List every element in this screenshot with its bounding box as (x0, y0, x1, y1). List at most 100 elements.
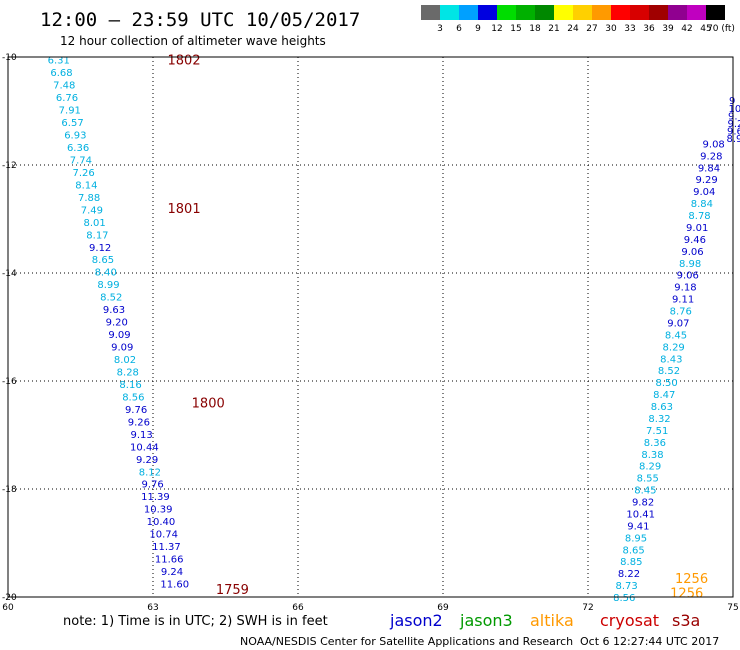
satellite-legend-jason2: jason2 (389, 611, 443, 630)
wave-height-label: 8.32 (648, 414, 670, 425)
colorbar-label: 70 (ft) (707, 24, 735, 34)
satellite-legend: jason2 jason3 altika cryosat s3a (389, 611, 700, 630)
wave-height-label: 9.11 (672, 295, 694, 306)
wave-height-label: 8.56 (122, 392, 144, 403)
colorbar-swatch (668, 5, 687, 20)
colorbar-swatch (459, 5, 478, 20)
colorbar-label: 3 (437, 24, 443, 34)
colorbar-swatch (630, 5, 649, 20)
wave-height-label: 9 (729, 96, 735, 107)
wave-height-label: 6.68 (50, 68, 72, 79)
colorbar-label: 24 (567, 24, 579, 34)
colorbar-swatch (478, 5, 497, 20)
y-tick-label: -18 (2, 485, 17, 495)
wave-height-label: 9.46 (684, 235, 706, 246)
wave-height-label: 8.02 (114, 355, 136, 366)
colorbar-swatch (421, 5, 440, 20)
wave-height-label: 10 (729, 104, 740, 115)
wave-height-label: 8.63 (651, 402, 673, 413)
wave-height-label: 10.41 (626, 509, 655, 520)
wave-height-label: 8.98 (679, 259, 701, 270)
wave-height-label: 9.12 (89, 243, 111, 254)
wave-height-label: 7.91 (59, 106, 81, 117)
wave-height-label: 8.84 (691, 199, 713, 210)
wave-height-label: 8.16 (119, 380, 141, 391)
wave-height-label: 7.51 (646, 426, 668, 437)
x-tick-label: 66 (292, 603, 304, 613)
credit-line: NOAA/NESDIS Center for Satellite Applica… (240, 635, 573, 648)
wave-height-label: 8.12 (139, 467, 161, 478)
wave-height-label: 6.57 (61, 118, 83, 129)
wave-height-label: 9.29 (695, 175, 717, 186)
satellite-legend-s3a: s3a (672, 611, 700, 630)
wave-height-label: 9.29 (136, 455, 158, 466)
wave-height-label: 6.31 (48, 56, 70, 67)
wave-height-label: 8.38 (641, 450, 663, 461)
wave-height-label: 7.49 (81, 205, 103, 216)
wave-height-label: 9.09 (108, 330, 130, 341)
wave-height-label: 11.60 (160, 580, 189, 591)
wave-height-label: 9.26 (128, 417, 150, 428)
wave-height-label: 8.65 (623, 545, 645, 556)
colorbar-swatch (497, 5, 516, 20)
time-label: 1256 (675, 572, 708, 587)
wave-height-label: 7.26 (72, 168, 94, 179)
wave-height-label: 8.43 (660, 354, 682, 365)
wave-height-label: 8.29 (639, 462, 661, 473)
colorbar-label: 18 (529, 24, 541, 34)
wave-height-label: 9.76 (125, 405, 147, 416)
wave-height-label: 8.85 (620, 557, 642, 568)
colorbar-label: 39 (662, 24, 674, 34)
chart-subtitle: 12 hour collection of altimeter wave hei… (60, 34, 326, 48)
wave-height-label: 9.09 (111, 343, 133, 354)
wave-height-label: 11.66 (155, 555, 184, 566)
wave-height-label: 8.17 (86, 230, 108, 241)
wave-height-label: 7.74 (70, 155, 92, 166)
colorbar-label: 6 (456, 24, 462, 34)
time-label: 1801 (168, 202, 201, 217)
colorbar-label: 12 (491, 24, 502, 34)
generation-timestamp: Oct 6 12:27:44 UTC 2017 (580, 635, 719, 648)
wave-height-label: 9.06 (681, 247, 703, 258)
colorbar-swatch (554, 5, 573, 20)
wave-height-label: 10.74 (149, 530, 178, 541)
wave-height-label: 8.78 (688, 211, 710, 222)
footnote: note: 1) Time is in UTC; 2) SWH is in fe… (63, 614, 328, 629)
wave-height-label: 8.36 (644, 438, 666, 449)
wave-height-label: 9.13 (130, 430, 152, 441)
wave-height-label: 8.95 (625, 533, 647, 544)
wave-height-label: 8.76 (670, 307, 692, 318)
wave-height-label: 7.88 (78, 193, 100, 204)
wave-height-label: 8.47 (653, 390, 675, 401)
colorbar-label: 27 (586, 24, 597, 34)
wave-height-label: 8.99 (97, 280, 119, 291)
wave-height-label: 8.22 (618, 569, 640, 580)
colorbar-label: 21 (548, 24, 559, 34)
wave-height-label: 8.52 (100, 293, 122, 304)
wave-height-label: 9.41 (627, 521, 649, 532)
colorbar-swatch (706, 5, 725, 20)
colorbar-label: 30 (605, 24, 617, 34)
x-tick-label: 72 (582, 603, 593, 613)
wave-height-label: 6.76 (56, 93, 78, 104)
wave-height-label: 8.65 (92, 255, 114, 266)
colorbar-swatch (592, 5, 611, 20)
y-tick-label: -14 (2, 269, 17, 279)
plot-frame (7, 56, 734, 598)
wave-height-label: 9.82 (632, 498, 654, 509)
wave-height-label: 9.08 (703, 139, 725, 150)
wave-height-label: 9.76 (142, 480, 164, 491)
wave-height-label: 8.55 (637, 474, 659, 485)
time-label: 1800 (192, 397, 225, 412)
wave-height-label: 10.44 (130, 442, 159, 453)
wave-height-label: 8.40 (95, 268, 117, 279)
x-tick-label: 63 (147, 603, 158, 613)
wave-height-label: 7.48 (53, 81, 75, 92)
satellite-legend-jason3: jason3 (459, 611, 513, 630)
colorbar-swatch (611, 5, 630, 20)
wave-height-label: 9.18 (674, 283, 696, 294)
time-label: 1256 (670, 587, 703, 602)
wave-height-label: 9.28 (700, 151, 722, 162)
